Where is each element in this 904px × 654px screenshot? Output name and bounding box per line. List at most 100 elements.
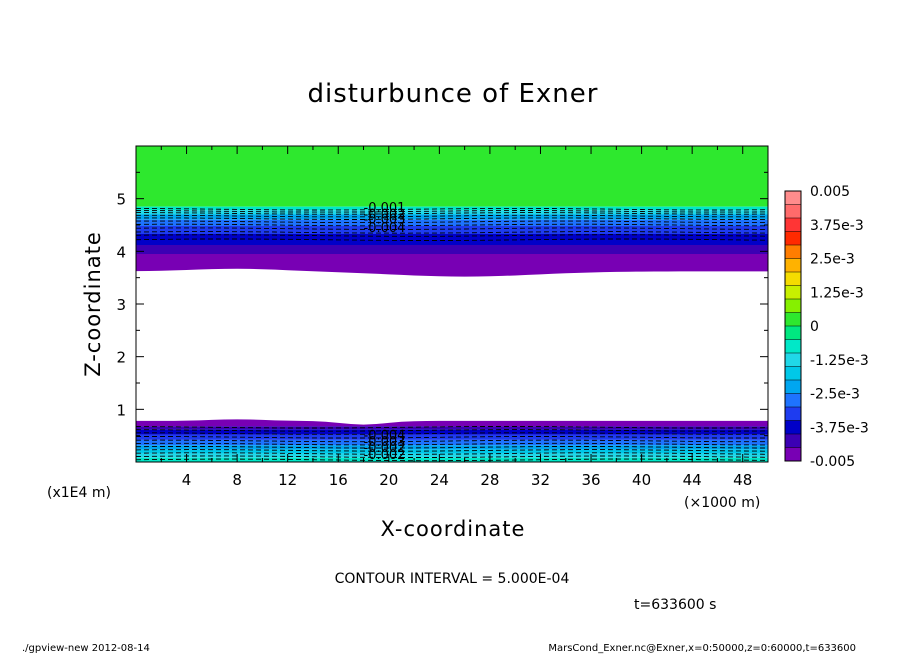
contour-line: [135, 455, 769, 458]
x-axis-ticks: 4 8 12 16 20 24 28 32 36 40 44 48: [160, 146, 752, 489]
contour-line: [135, 429, 769, 432]
colorbar-segment: [785, 258, 801, 273]
contour-line: [135, 458, 769, 462]
contour-label: -0.002: [364, 448, 406, 463]
x-tick-label: 4: [182, 471, 192, 489]
colorbar-segment: [785, 299, 801, 313]
contour-line: [136, 217, 769, 220]
x-tick-label: 16: [329, 471, 348, 489]
colorbar-segment: [785, 366, 801, 381]
colorbar-segment: [785, 191, 801, 205]
lower-band-fill: [136, 419, 768, 427]
colorbar-segment: [785, 272, 801, 286]
colorbar-segment: [785, 204, 801, 219]
colorbar-labels: 0.005 3.75e-3 2.5e-3 1.25e-3 0 -1.25e-3 -2.5e-…: [810, 184, 869, 470]
y-tick-label: 1: [116, 401, 126, 419]
footer-right: MarsCond_Exner.nc@Exner,x=0:50000,z=0:60…: [548, 643, 856, 654]
contour-label: -0.001: [364, 201, 406, 216]
colorbar-segment: [785, 434, 801, 448]
contour-interval-note: CONTOUR INTERVAL = 5.000E-04: [335, 571, 570, 587]
contour-label: -0.004: [364, 221, 406, 236]
contour-lines: [135, 207, 769, 462]
colorbar-segment: [785, 339, 801, 354]
colorbar-label: 2.5e-3: [810, 252, 855, 268]
x-tick-label: 28: [480, 471, 499, 489]
contour-line: [135, 449, 769, 452]
lower-band-fill: [136, 453, 768, 458]
contour-line: [135, 234, 769, 237]
contour-label: -0.003: [364, 435, 406, 450]
colorbar-label: 1.25e-3: [810, 285, 864, 301]
contour-line: [136, 442, 768, 446]
x-tick-label: 24: [430, 471, 449, 489]
x-tick-label: 44: [683, 471, 702, 489]
colorbar-label: 3.75e-3: [810, 218, 864, 234]
x-axis-label: X-coordinate: [381, 517, 526, 541]
colorbar-label: 0: [810, 319, 819, 335]
y-unit-label: (x1E4 m): [47, 485, 111, 501]
colorbar-label: -1.25e-3: [810, 353, 869, 369]
contour-line: [135, 231, 769, 234]
upper-band-fill: [136, 233, 768, 246]
y-tick-label: 3: [116, 296, 126, 314]
contour-label: -0.003: [364, 213, 406, 228]
x-tick-label: 32: [531, 471, 550, 489]
colorbar: [784, 190, 802, 462]
contour-line: [135, 452, 769, 455]
x-tick-label: 12: [278, 471, 297, 489]
colorbar-segment: [785, 231, 801, 246]
colorbar-segment: [785, 353, 801, 367]
upper-band-fill: [136, 253, 768, 277]
colorbar-label: 0.005: [810, 184, 850, 200]
y-tick-label: 5: [116, 191, 126, 209]
colorbar-label: -3.75e-3: [810, 420, 869, 436]
x-tick-label: 36: [581, 471, 600, 489]
y-axis-ticks: 1 2 3 4 5: [116, 171, 768, 437]
colorbar-segment: [785, 393, 801, 408]
contour-line: [135, 210, 769, 213]
contour-line: [135, 446, 768, 449]
colorbar-segment: [785, 407, 801, 421]
contour-labels: -0.001-0.002-0.003-0.004-0.004-0.003-0.0…: [364, 201, 406, 463]
x-tick-label: 40: [632, 471, 651, 489]
contour-line: [136, 439, 768, 443]
contour-line: [135, 223, 768, 227]
y-axis-label: Z-coordinate: [81, 231, 105, 377]
colorbar-segment: [785, 285, 801, 300]
colorbar-label: -2.5e-3: [810, 387, 860, 403]
contour-line: [136, 436, 768, 439]
lower-band-fill: [136, 457, 768, 462]
upper-region-fill: [136, 146, 768, 207]
time-stamp: t=633600 s: [634, 597, 716, 613]
contour-fills: [136, 146, 768, 462]
x-unit-label: (×1000 m): [684, 495, 760, 511]
colorbar-segment: [785, 420, 801, 435]
contour-line: [136, 214, 768, 218]
x-tick-label: 20: [379, 471, 398, 489]
chart-title: disturbunce of Exner: [308, 79, 599, 109]
contour-label: -0.004: [364, 429, 406, 444]
colorbar-segment: [785, 447, 801, 462]
contour-label: -0.002: [364, 441, 406, 456]
x-tick-label: 8: [232, 471, 242, 489]
colorbar-segment: [785, 326, 801, 340]
colorbar-segment: [785, 380, 801, 394]
contour-line: [136, 212, 768, 215]
contour-line: [135, 207, 769, 211]
contour-line: [136, 220, 768, 224]
contour-line: [136, 432, 769, 435]
colorbar-segment: [785, 312, 801, 327]
contour-label: -0.002: [364, 207, 406, 222]
y-tick-label: 2: [116, 349, 126, 367]
colorbar-frame: [784, 190, 802, 462]
x-tick-label: 48: [733, 471, 752, 489]
colorbar-segment: [785, 218, 801, 232]
contour-line: [135, 227, 768, 230]
colorbar-label: -0.005: [810, 454, 855, 470]
upper-band-fill: [136, 245, 768, 254]
colorbar-segment: [785, 245, 801, 259]
contour-line: [135, 238, 769, 241]
footer-left: ./gpview-new 2012-08-14: [22, 643, 150, 654]
y-tick-label: 4: [116, 243, 126, 261]
